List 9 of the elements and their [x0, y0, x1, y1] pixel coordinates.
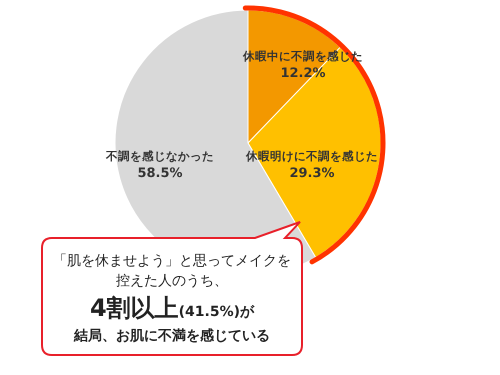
- data-label: 58.5%: [137, 166, 183, 181]
- text: 控えた人のうち、: [116, 273, 228, 289]
- text: 結局、お肌に不満を感じている: [73, 328, 270, 344]
- data-label: 29.3%: [289, 166, 335, 181]
- slice-label: 不調を感じなかった: [105, 149, 214, 163]
- text: 「肌を休ませよう」と思ってメイクを: [53, 253, 291, 269]
- slice-label: 休暇明けに不調を感じた: [245, 149, 378, 163]
- text: (41.5%)が: [178, 304, 256, 320]
- text: 4割以上: [90, 294, 179, 322]
